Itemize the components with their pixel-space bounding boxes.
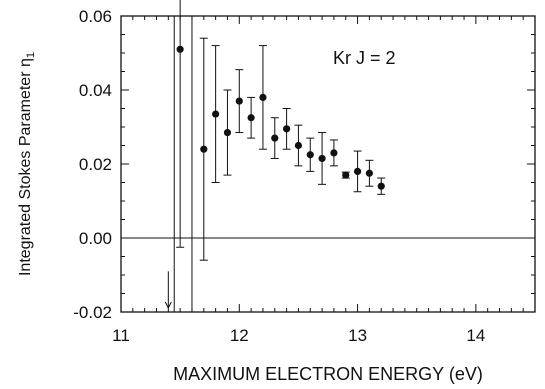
plot-area: 11 12 13 14 -0.02 0.00 0.02 0.04 0.06 [73,0,536,345]
data-point [212,110,220,118]
data-point-group [235,69,244,134]
data-point [365,169,373,177]
plot-frame [120,15,536,313]
data-point-group [294,124,303,167]
data-point [235,97,243,105]
data-point-group [377,177,386,195]
data-point-group [329,139,338,167]
y-tick-label: 0.02 [79,155,112,174]
data-point-group [365,159,374,187]
data-point-group [247,96,256,139]
y-axis-label: Integrated Stokes Parameter η1 [17,52,37,276]
data-points [176,0,386,261]
y-axis-label-main: Integrated Stokes Parameter η [17,58,34,276]
x-tick-label: 11 [112,326,130,345]
data-point [200,145,208,153]
data-point [259,93,267,101]
data-point [283,125,291,133]
threshold-arrow [164,271,172,310]
x-tick-label: 13 [348,326,367,345]
data-point [342,171,350,179]
data-point-group [306,137,315,172]
vertical-lines [173,16,193,312]
data-point-group [353,150,362,193]
data-point-group [282,108,291,150]
y-tick-label: 0.00 [79,229,112,248]
data-point [306,151,314,159]
data-point [330,149,338,157]
data-point-group [270,117,279,159]
data-point [318,154,326,163]
data-point-group [176,0,185,248]
data-point [223,128,232,137]
data-point [294,141,303,150]
chart-annotation: Kr J = 2 [333,48,396,68]
y-axis-ticks: -0.02 0.00 0.02 0.04 0.06 [73,7,535,322]
y-tick-label: -0.02 [73,303,112,322]
data-point-group [211,45,220,183]
data-point-group [258,45,267,150]
data-point [377,182,385,190]
x-tick-label: 12 [230,326,249,345]
x-axis-ticks: 11 12 13 14 [112,16,536,345]
x-tick-label: 14 [466,326,485,345]
x-axis-label: MAXIMUM ELECTRON ENERGY (eV) [173,364,483,384]
data-point [176,45,184,53]
y-tick-label: 0.06 [79,7,112,26]
data-point [271,134,279,142]
data-point-group [318,132,327,185]
y-tick-label: 0.04 [79,81,112,100]
y-axis-label-subscript: 1 [25,52,37,58]
data-point-group [199,37,208,261]
data-point [247,114,255,122]
data-point [353,167,362,175]
data-point-group [341,171,350,179]
data-point-group [223,89,232,176]
